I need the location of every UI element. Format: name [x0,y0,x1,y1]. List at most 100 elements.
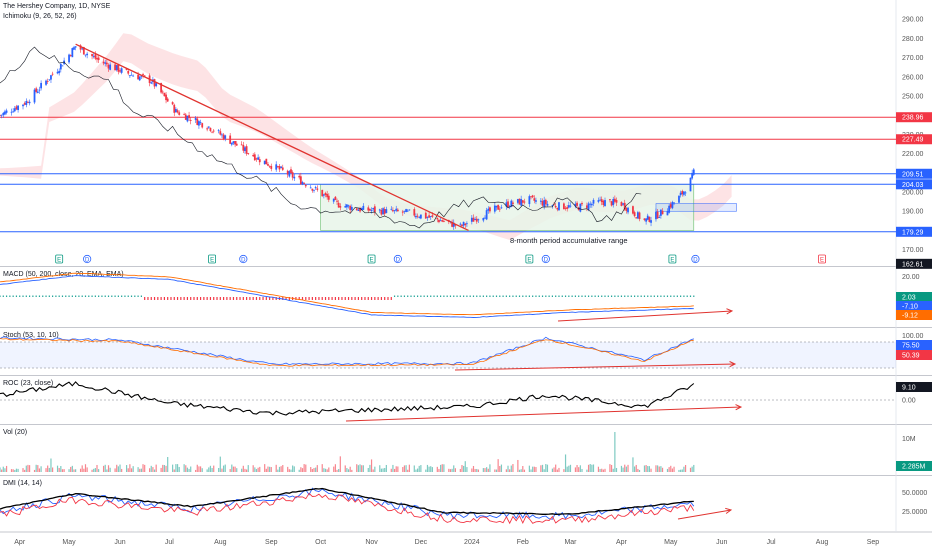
roc-title: ROC (23, close) [3,380,53,387]
event-marker[interactable]: D [239,254,248,264]
ichimoku-cloud [0,33,732,241]
svg-text:D: D [544,258,549,264]
time-axis: Apr May Jun Jul Aug Sep Oct Nov Dec 2024 Feb Mar Apr… [14,539,879,546]
time-tick-label: Apr [14,539,26,546]
dmi-series-line [0,492,695,525]
cloud-area [0,33,732,241]
value-tag: -7.10 [896,301,932,311]
dmi-tick-label: 25.0000 [902,509,927,516]
svg-text:E: E [820,258,824,264]
value-tag: 9.10 [896,382,932,392]
volume-tick-label: 10M [902,436,916,443]
time-tick-label: Sep [867,539,880,546]
macd-series-line [0,272,694,316]
time-tick-label: Apr [616,539,628,546]
divergence-arrow[interactable] [454,361,737,371]
time-tick-label: Aug [816,539,829,546]
svg-text:E: E [57,258,61,264]
time-tick-label: Jun [716,539,727,546]
svg-text:227.49: 227.49 [902,137,924,144]
dmi-tick-label: 50.0000 [902,490,927,497]
svg-text:179.29: 179.29 [902,229,924,236]
dmi-series-line [0,487,695,520]
svg-text:D: D [693,258,698,264]
price-tick-label: 260.00 [902,74,924,81]
macd-histogram [0,295,695,300]
volume-title: Vol (20) [3,429,27,436]
time-tick-label: Feb [517,539,529,546]
value-tag: -9.12 [896,310,932,320]
projection-box [655,203,737,212]
price-level-tag: 238.96 [896,112,932,123]
value-tag: 50.39 [896,350,932,360]
time-tick-label: Mar [564,539,577,546]
divergence-arrow[interactable] [345,404,743,422]
dmi-series-line [0,487,694,516]
price-level-tag: 162.61 [896,258,932,269]
time-tick-label: Oct [315,539,326,546]
svg-text:75.50: 75.50 [902,343,920,350]
event-marker[interactable]: E [525,254,534,264]
dmi-title: DMI (14, 14) [3,480,42,487]
range-annotation: 8-month period accumulative range [510,236,628,245]
time-tick-label: Jul [165,539,174,546]
value-tag: 2.285M [896,461,932,471]
divergence-arrow[interactable] [677,507,733,520]
svg-text:D: D [396,258,401,264]
svg-text:-9.12: -9.12 [902,313,918,320]
price-tick-label: 220.00 [902,151,924,158]
event-marker[interactable]: D [541,254,550,264]
divergence-arrow[interactable] [557,308,734,322]
macd-series-line [0,275,694,318]
event-marker[interactable]: E [367,254,376,264]
svg-text:D: D [241,258,246,264]
svg-text:209.51: 209.51 [902,171,924,178]
price-tick-label: 290.00 [902,17,924,24]
downtrend-line[interactable] [75,43,469,232]
volume-bars [0,432,695,472]
event-marker[interactable]: D [393,254,402,264]
svg-text:9.10: 9.10 [902,385,916,392]
value-tag: 75.50 [896,340,932,350]
time-tick-label: Aug [214,539,227,546]
price-tick-label: 250.00 [902,94,924,101]
event-marker[interactable]: E [208,254,216,264]
ichimoku-lagging-span [0,46,642,229]
stoch-series-line [0,336,694,366]
svg-text:D: D [85,258,90,264]
time-tick-label: May [62,539,76,546]
svg-text:E: E [210,258,214,264]
ichimoku-label: Ichimoku (9, 26, 52, 26) [3,13,77,20]
time-tick-label: Dec [415,539,428,546]
price-level-tag: 227.49 [896,134,932,145]
price-tick-label: 270.00 [902,55,924,62]
roc-series-line [0,381,695,416]
svg-text:E: E [370,258,374,264]
value-tag: 2.03 [896,292,932,302]
stoch-title: Stoch (53, 10, 10) [3,332,59,339]
svg-text:2.285M: 2.285M [902,464,926,471]
symbol-title: The Hershey Company, 1D, NYSE [3,3,111,10]
price-level-tag: 179.29 [896,226,932,237]
price-level-tag: 204.03 [896,179,932,190]
svg-text:E: E [670,258,674,264]
price-tick-label: 200.00 [902,190,924,197]
svg-text:50.39: 50.39 [902,353,920,360]
event-marker[interactable]: E [668,254,677,264]
time-tick-label: Jul [767,539,776,546]
event-marker[interactable]: E [55,254,64,264]
event-marker[interactable]: D [83,254,92,264]
svg-text:-7.10: -7.10 [902,304,918,311]
roc-tick-label: 0.00 [902,398,916,405]
svg-text:204.03: 204.03 [902,182,924,189]
time-tick-label: Jun [114,539,125,546]
time-tick-label: May [664,539,678,546]
price-level-tag: 209.51 [896,168,932,179]
event-marker[interactable]: E [818,254,826,264]
price-tick-label: 280.00 [902,36,924,43]
macd-tick-label: 20.00 [902,274,920,281]
event-marker[interactable]: D [691,254,700,264]
time-tick-label: Sep [265,539,278,546]
stoch-tick-label: 100.00 [902,333,924,340]
